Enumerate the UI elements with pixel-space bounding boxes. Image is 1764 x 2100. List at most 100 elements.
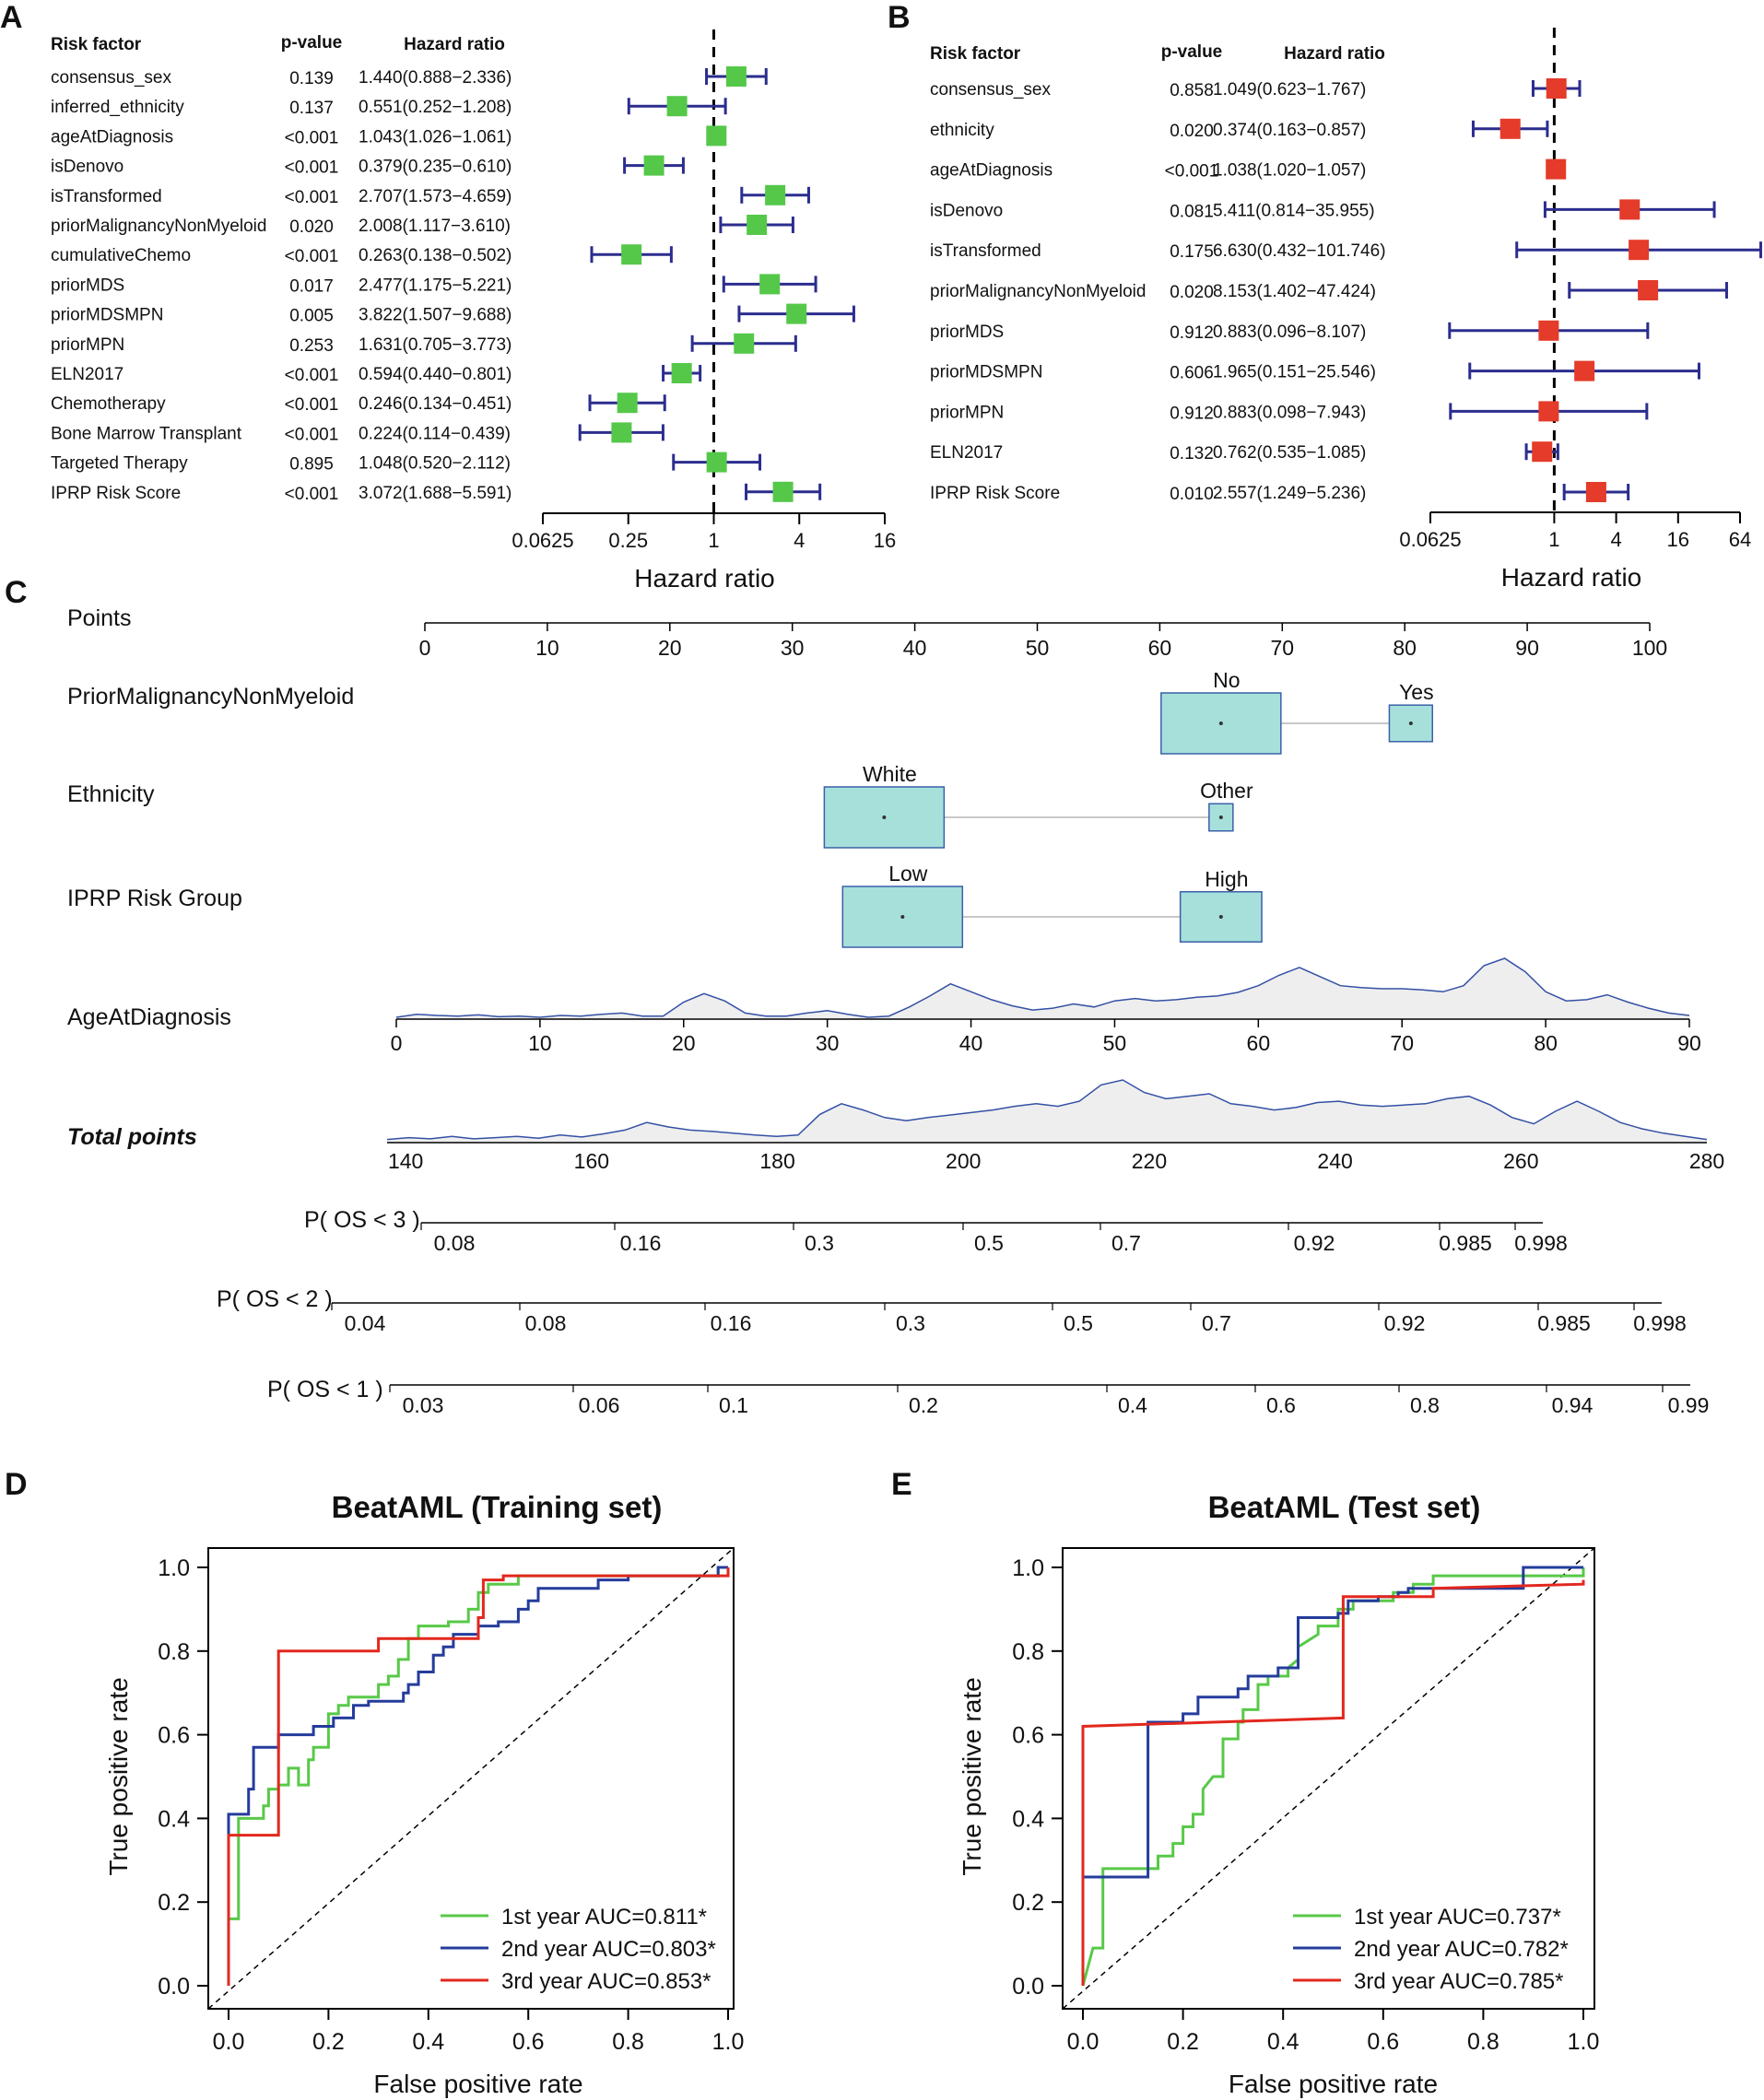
hr-marker bbox=[1546, 78, 1567, 99]
x-tick-label: 1.0 bbox=[712, 2029, 745, 2055]
hr-marker bbox=[1574, 360, 1595, 381]
variable-label: IPRP Risk Group bbox=[67, 886, 242, 911]
probability-tick-label: 0.92 bbox=[1294, 1231, 1335, 1255]
row-p-value: 0.912 bbox=[1170, 404, 1214, 423]
row-p-value: <0.001 bbox=[285, 425, 339, 444]
x-tick-label: 0.6 bbox=[512, 2029, 545, 2055]
row-p-value: <0.001 bbox=[285, 366, 339, 385]
total-points-label: Total points bbox=[67, 1124, 197, 1150]
legend-label: 2nd year AUC=0.803* bbox=[501, 1937, 716, 1962]
x-tick-label: 0.25 bbox=[608, 529, 648, 552]
panel-letter: D bbox=[5, 1467, 28, 1502]
age-tick-label: 80 bbox=[1534, 1031, 1558, 1055]
probability-label: P( OS < 3 ) bbox=[304, 1207, 420, 1233]
row-hazard-ratio: 1.049(0.623−1.767) bbox=[1213, 80, 1366, 100]
row-label: priorMPN bbox=[930, 403, 1004, 422]
probability-tick-label: 0.03 bbox=[403, 1393, 444, 1417]
x-tick-label: 0.4 bbox=[1267, 2029, 1299, 2055]
x-tick-label: 16 bbox=[874, 529, 896, 552]
x-tick-label: 0.0625 bbox=[512, 529, 573, 552]
y-axis-title: True positive rate bbox=[958, 1677, 986, 1875]
age-tick-label: 0 bbox=[391, 1031, 403, 1055]
row-p-value: 0.895 bbox=[289, 455, 334, 475]
forest-plot-a: A Risk factor p-value Hazard ratio consensus… bbox=[0, 0, 896, 592]
probability-tick-label: 0.985 bbox=[1439, 1231, 1492, 1255]
age-tick-label: 70 bbox=[1390, 1031, 1414, 1055]
hr-marker bbox=[1532, 441, 1553, 463]
level-dot bbox=[1218, 815, 1223, 819]
row-hazard-ratio: 1.440(0.888−2.336) bbox=[359, 68, 512, 88]
row-hazard-ratio: 0.883(0.098−7.943) bbox=[1213, 403, 1366, 422]
row-p-value: <0.001 bbox=[1165, 162, 1219, 182]
row-hazard-ratio: 8.153(1.402−47.424) bbox=[1213, 282, 1376, 301]
row-hazard-ratio: 0.379(0.235−0.610) bbox=[359, 158, 512, 177]
header-risk-factor: Risk factor bbox=[930, 44, 1021, 64]
row-p-value: 0.175 bbox=[1170, 242, 1214, 262]
chance-diagonal bbox=[207, 1547, 735, 2010]
probability-tick-label: 0.7 bbox=[1111, 1231, 1141, 1255]
variable-label: Ethnicity bbox=[67, 781, 155, 807]
hr-marker bbox=[1538, 401, 1559, 422]
row-hazard-ratio: 3.072(1.688−5.591) bbox=[359, 484, 512, 503]
hr-marker bbox=[786, 303, 807, 324]
probability-tick-label: 0.5 bbox=[974, 1231, 1004, 1255]
row-p-value: 0.020 bbox=[289, 217, 334, 237]
total-tick-label: 140 bbox=[388, 1149, 423, 1173]
hr-marker bbox=[617, 393, 638, 414]
row-hazard-ratio: 0.594(0.440−0.801) bbox=[359, 365, 512, 384]
level-label: Low bbox=[888, 862, 928, 886]
level-dot bbox=[1218, 722, 1223, 725]
row-hazard-ratio: 1.631(0.705−3.773) bbox=[359, 335, 512, 355]
points-tick-label: 40 bbox=[903, 636, 927, 660]
probability-tick-label: 0.3 bbox=[896, 1311, 925, 1335]
probability-tick-label: 0.8 bbox=[1410, 1393, 1440, 1417]
total-tick-label: 240 bbox=[1317, 1149, 1352, 1173]
roc-curve bbox=[227, 1566, 728, 1986]
points-tick-label: 50 bbox=[1026, 636, 1050, 660]
hr-marker bbox=[1538, 320, 1559, 341]
points-label: Points bbox=[67, 605, 131, 631]
row-label: cumulativeChemo bbox=[51, 246, 191, 265]
row-p-value: 0.010 bbox=[1170, 485, 1214, 504]
row-hazard-ratio: 0.551(0.252−1.208) bbox=[359, 98, 512, 117]
hr-marker bbox=[671, 363, 692, 383]
header-p-value: p-value bbox=[281, 33, 343, 53]
header-risk-factor: Risk factor bbox=[51, 35, 142, 54]
total-tick-label: 180 bbox=[759, 1149, 794, 1173]
panel-letter: C bbox=[5, 575, 28, 610]
probability-label: P( OS < 1 ) bbox=[267, 1377, 383, 1402]
row-hazard-ratio: 0.762(0.535−1.085) bbox=[1213, 443, 1366, 463]
row-p-value: <0.001 bbox=[285, 247, 339, 266]
x-tick-label: 1.0 bbox=[1568, 2029, 1600, 2055]
row-hazard-ratio: 1.038(1.020−1.057) bbox=[1213, 161, 1366, 181]
legend-label: 3rd year AUC=0.785* bbox=[1354, 1969, 1563, 1994]
level-label: No bbox=[1213, 668, 1240, 692]
level-label: White bbox=[863, 762, 917, 786]
x-tick-label: 0.6 bbox=[1367, 2029, 1399, 2055]
row-hazard-ratio: 2.008(1.117−3.610) bbox=[359, 217, 511, 236]
total-tick-label: 260 bbox=[1503, 1149, 1538, 1173]
points-tick-label: 80 bbox=[1393, 636, 1417, 660]
y-tick-label: 0.2 bbox=[1012, 1890, 1044, 1916]
x-tick-label: 0.0 bbox=[1067, 2029, 1100, 2055]
row-p-value: <0.001 bbox=[285, 395, 339, 415]
row-label: Chemotherapy bbox=[51, 394, 166, 414]
panel-letter: A bbox=[0, 0, 23, 35]
roc-plot-d: D BeatAML (Training set) 0.0 0.0 0.2 0.2 0.4 0.… bbox=[5, 1467, 744, 2098]
row-p-value: 0.858 bbox=[1170, 81, 1214, 100]
row-label: isDenovo bbox=[51, 158, 123, 177]
y-tick-label: 0.0 bbox=[1012, 1974, 1044, 2000]
points-tick-label: 70 bbox=[1271, 636, 1295, 660]
x-tick-label: 4 bbox=[1610, 528, 1621, 551]
hr-marker bbox=[706, 125, 727, 147]
legend-label: 2nd year AUC=0.782* bbox=[1354, 1937, 1569, 1962]
probability-tick-label: 0.998 bbox=[1514, 1231, 1568, 1255]
row-label: ELN2017 bbox=[51, 365, 123, 384]
header-p-value: p-value bbox=[1161, 42, 1223, 62]
x-tick-label: 64 bbox=[1729, 528, 1751, 551]
y-tick-label: 1.0 bbox=[158, 1555, 190, 1581]
points-tick-label: 0 bbox=[419, 636, 431, 660]
row-label: priorMDSMPN bbox=[930, 363, 1042, 382]
level-label: High bbox=[1205, 867, 1248, 891]
hr-marker bbox=[734, 333, 755, 354]
